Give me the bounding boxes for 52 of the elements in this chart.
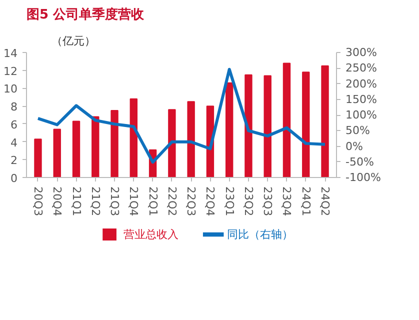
x-tick-label: 22Q1: [146, 186, 160, 216]
x-tick-label: 22Q3: [184, 186, 198, 216]
x-tick-label: 21Q4: [127, 186, 140, 216]
x-tick-label: 22Q2: [165, 186, 178, 216]
bar: [92, 116, 100, 178]
y-tick-label: 4: [10, 136, 18, 150]
y2-tick-label: -50%: [346, 155, 374, 168]
x-tick-label: 23Q4: [280, 186, 294, 216]
bar: [321, 65, 329, 178]
legend-label: 营业总收入: [123, 228, 178, 241]
y2-tick-label: 0%: [346, 140, 363, 153]
y-tick-label: 6: [10, 118, 18, 132]
y-tick-label: 8: [10, 100, 18, 114]
legend-label: 同比（右轴）: [227, 228, 294, 241]
x-tick-label: 24Q1: [299, 186, 312, 216]
bar: [168, 109, 176, 178]
y-tick-label: 14: [4, 47, 18, 60]
line-series: [36, 68, 327, 164]
bar: [187, 101, 195, 178]
y-tick-label: 0: [10, 172, 18, 185]
bar: [110, 110, 118, 178]
bar: [72, 120, 80, 178]
y-tick-label: 12: [4, 64, 18, 78]
y-tick-label: 10: [4, 82, 18, 96]
bar: [264, 75, 272, 178]
y2-tick-label: 100%: [346, 108, 377, 122]
y2-tick-label: -100%: [346, 171, 381, 184]
bar: [34, 138, 42, 178]
bar: [282, 62, 291, 178]
x-tick-label: 21Q3: [108, 186, 122, 216]
y2-tick-label: 200%: [346, 77, 377, 90]
x-tick-label: 20Q4: [50, 186, 64, 216]
x-tick-label: 23Q2: [242, 186, 255, 216]
bar: [53, 128, 61, 178]
x-tick-label: 22Q4: [204, 186, 217, 216]
bar: [244, 74, 252, 178]
y2-tick-label: 300%: [346, 46, 377, 59]
y-axis-title: （亿元）: [52, 34, 96, 48]
y-tick-label: 2: [10, 154, 18, 168]
bar: [302, 72, 310, 178]
x-tick-label: 21Q1: [70, 186, 83, 216]
x-tick-label: 24Q2: [318, 186, 332, 216]
x-tick-label: 21Q2: [88, 186, 102, 216]
x-tick-label: 23Q1: [222, 186, 236, 216]
chart-title: 图5 公司单季度营收: [26, 6, 146, 22]
y2-tick-label: 50%: [346, 124, 370, 138]
y2-tick-label: 250%: [346, 62, 377, 75]
bar: [225, 82, 234, 178]
bar: [130, 98, 138, 178]
x-tick-label: 23Q3: [261, 186, 274, 216]
y2-tick-label: 150%: [346, 92, 377, 106]
x-tick-label: 20Q3: [31, 186, 44, 216]
